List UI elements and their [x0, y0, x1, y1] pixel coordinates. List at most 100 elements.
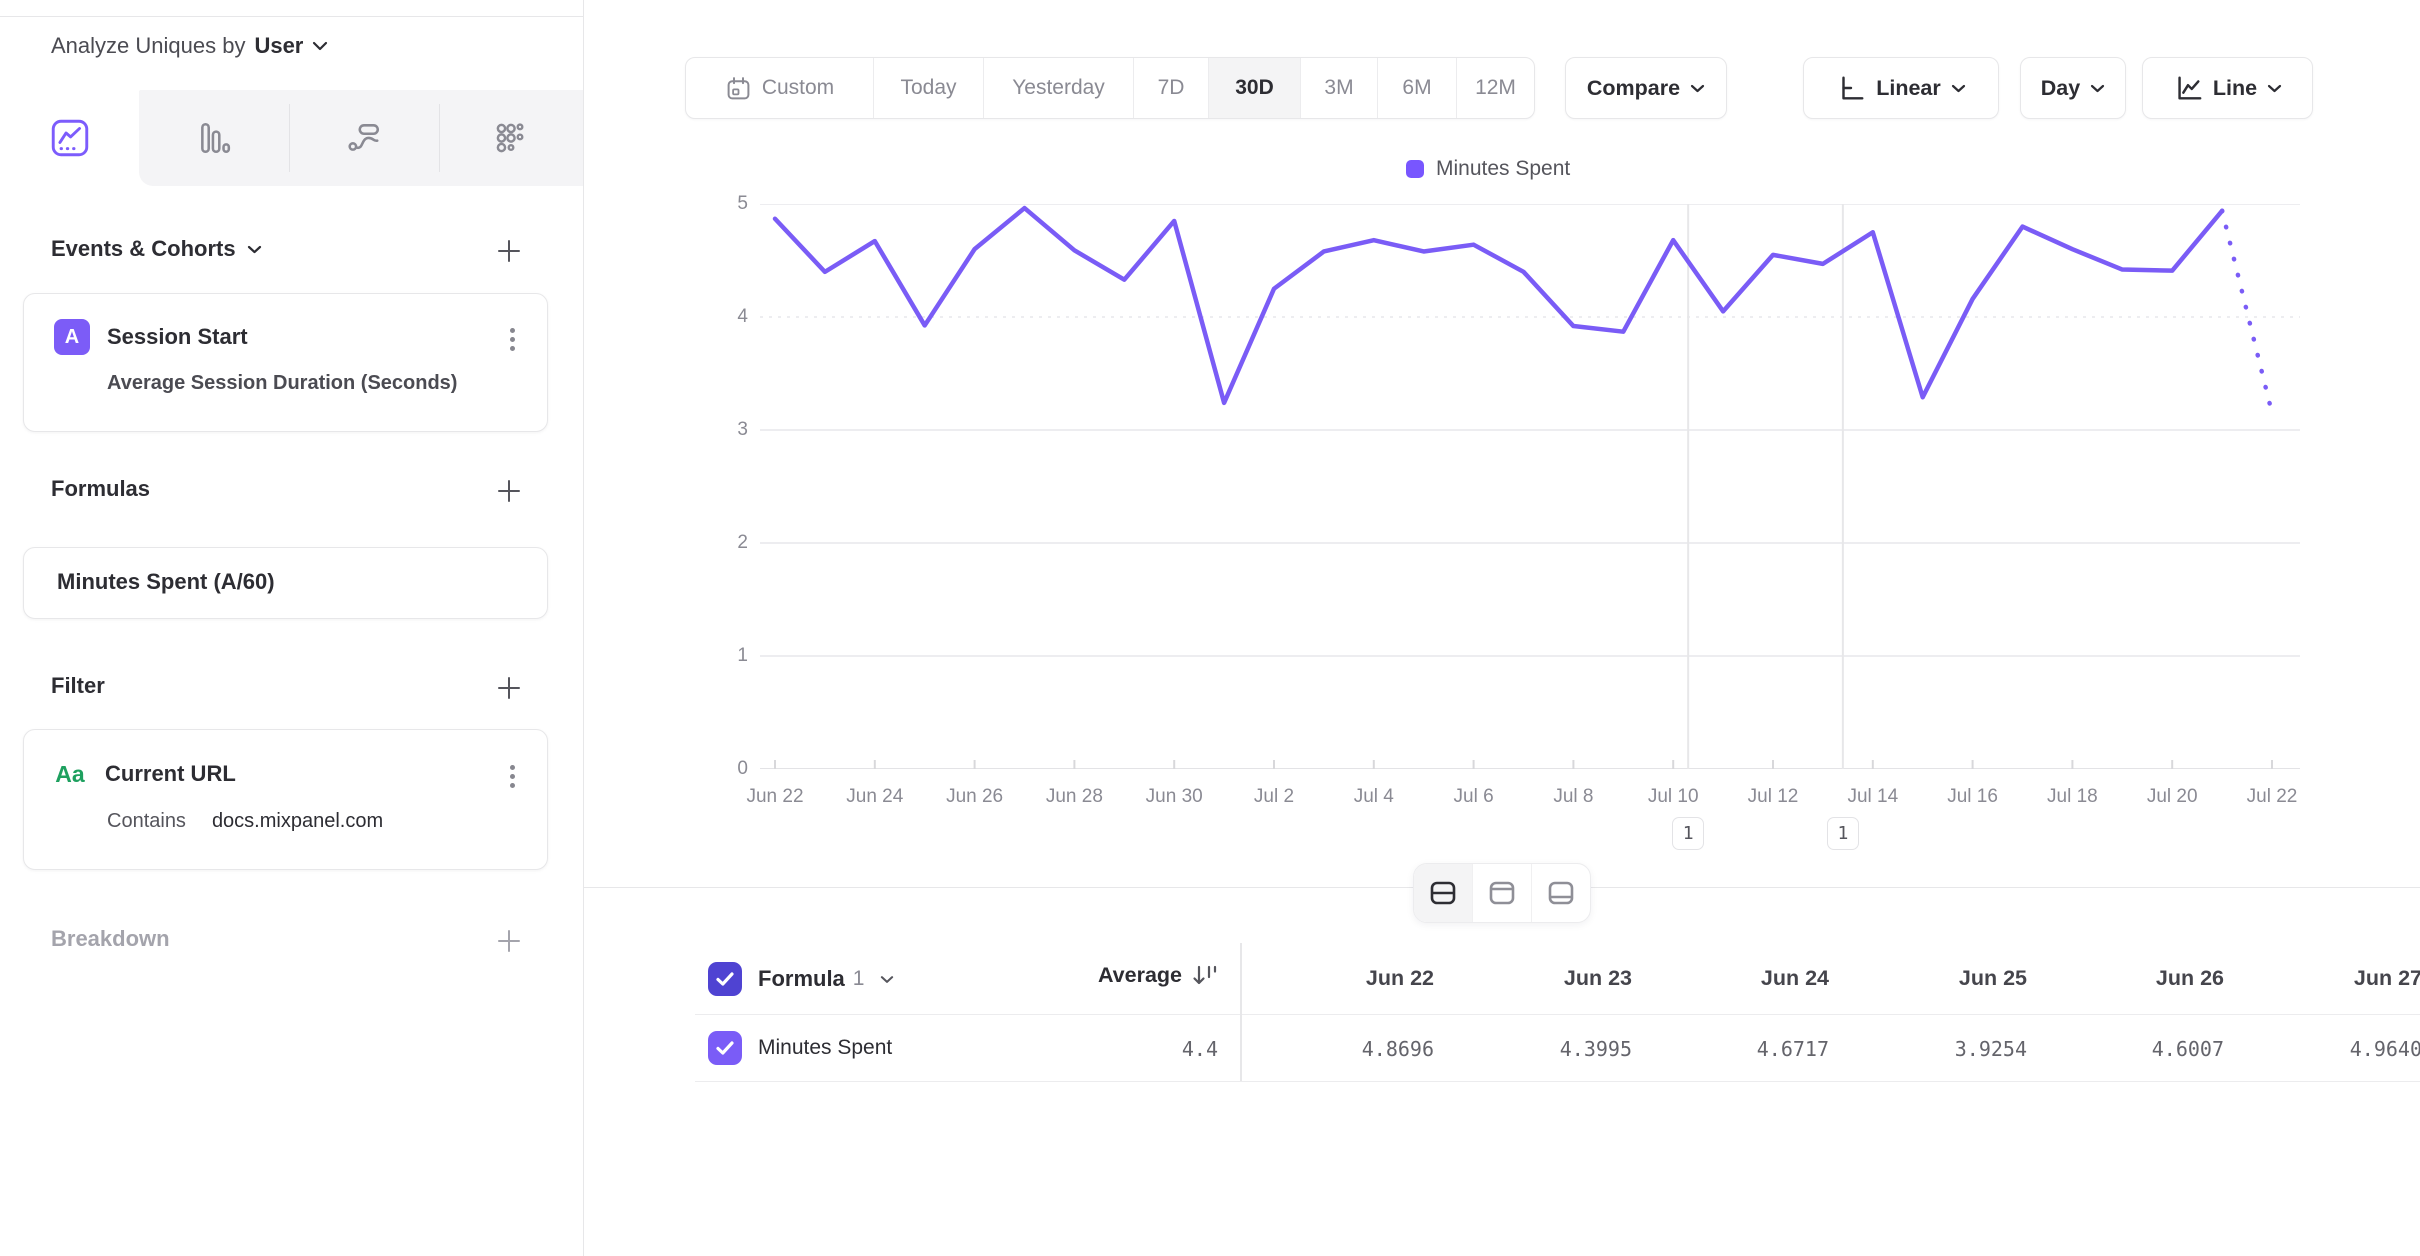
add-event-button[interactable]	[492, 234, 526, 268]
event-options-kebab-icon[interactable]	[506, 324, 519, 355]
table-row: Minutes Spent	[708, 1031, 892, 1065]
annotation-badge[interactable]: 1	[1826, 817, 1859, 850]
tab-separator	[439, 104, 440, 172]
x-axis-label: Jul 14	[1847, 786, 1899, 807]
event-card-session-start[interactable]: A Session Start Average Session Duration…	[23, 293, 548, 432]
tab-separator	[289, 104, 290, 172]
scale-selector-button[interactable]: Linear	[1803, 57, 1999, 119]
formula-group-checkbox[interactable]	[708, 962, 742, 996]
filter-options-kebab-icon[interactable]	[506, 761, 519, 792]
event-title[interactable]: Session Start	[107, 324, 248, 349]
calendar-icon	[727, 76, 750, 99]
range-custom-label: Custom	[761, 76, 835, 99]
average-value: 4.4	[1181, 1037, 1218, 1061]
y-axis-label: 3	[737, 419, 748, 440]
add-formula-button[interactable]	[492, 474, 526, 508]
x-axis-label: Jul 16	[1947, 786, 1998, 807]
x-axis-label: Jul 6	[1453, 786, 1494, 807]
filter-card-current-url[interactable]: Aa Current URL Contains docs.mixpanel.co…	[23, 729, 548, 870]
cell-value: 4.8696	[1361, 1037, 1434, 1061]
range-today[interactable]: Today	[873, 58, 983, 118]
chevron-down-icon[interactable]	[880, 975, 894, 984]
formula-group-label[interactable]: Formula	[758, 966, 845, 991]
analyze-value[interactable]: User	[254, 33, 304, 58]
plus-icon	[498, 930, 520, 952]
tab-flows[interactable]	[289, 90, 439, 186]
chevron-down-icon	[2267, 84, 2282, 92]
range-12m[interactable]: 12M	[1456, 58, 1534, 118]
range-3m[interactable]: 3M	[1300, 58, 1377, 118]
tab-retention[interactable]	[439, 90, 583, 186]
y-axis-label: 2	[737, 532, 748, 553]
date-range-control: Custom Today Yesterday 7D 30D 3M 6M 12M	[685, 57, 1535, 119]
granularity-button[interactable]: Day	[2020, 57, 2126, 119]
y-axis-label: 1	[737, 645, 748, 666]
series-line	[772, 205, 2225, 406]
filter-header: Filter	[51, 673, 105, 699]
column-header[interactable]: Jun 25	[1958, 966, 2027, 990]
bar-chart-icon	[201, 122, 231, 154]
plus-icon	[498, 677, 520, 699]
column-header[interactable]: Jun 22	[1365, 966, 1434, 990]
x-axis-label: Jun 26	[946, 786, 1004, 807]
range-30d-selected[interactable]: 30D	[1208, 58, 1300, 118]
split-view-icon	[1430, 881, 1456, 905]
chart-type-button[interactable]: Line	[2142, 57, 2313, 119]
filter-property[interactable]: Current URL	[105, 761, 236, 786]
range-custom[interactable]: Custom	[686, 58, 873, 118]
range-7d[interactable]: 7D	[1133, 58, 1208, 118]
event-letter-badge: A	[54, 319, 90, 355]
view-table-only-button[interactable]	[1531, 864, 1590, 922]
annotation-badge[interactable]: 1	[1672, 817, 1705, 850]
filter-operator[interactable]: Contains	[107, 810, 186, 832]
check-icon	[716, 1041, 734, 1055]
column-header[interactable]: Jun 27	[2353, 966, 2420, 990]
breakdown-header: Breakdown	[51, 926, 170, 952]
cell-value: 4.3995	[1559, 1037, 1632, 1061]
tab-bar-chart[interactable]	[139, 90, 289, 186]
retention-grid-icon	[496, 123, 524, 153]
chevron-down-icon	[1690, 84, 1705, 92]
formulas-title: Formulas	[51, 476, 151, 501]
series-checkbox[interactable]	[708, 1031, 742, 1065]
analyze-uniques-selector[interactable]: Analyze Uniques by User	[51, 33, 328, 59]
average-column-header[interactable]: Average	[1000, 962, 1218, 989]
sidebar-top-border	[0, 16, 583, 17]
add-breakdown-button[interactable]	[492, 924, 526, 958]
chart-legend[interactable]: Minutes Spent	[1406, 157, 1570, 181]
x-axis-label: Jul 12	[1747, 786, 1799, 807]
tab-insights-selected[interactable]	[0, 90, 139, 186]
formula-expression[interactable]: Minutes Spent (A/60)	[57, 569, 275, 594]
cell-value: 3.9254	[1954, 1037, 2027, 1061]
linear-scale-icon	[1842, 76, 1864, 100]
events-cohorts-title: Events & Cohorts	[51, 236, 236, 261]
column-header[interactable]: Jun 26	[2155, 966, 2224, 990]
column-header[interactable]: Jun 23	[1563, 966, 1632, 990]
x-axis-label: Jul 10	[1647, 786, 1699, 807]
event-aggregation[interactable]: Average Session Duration (Seconds)	[107, 372, 458, 394]
formula-card[interactable]: Minutes Spent (A/60)	[23, 547, 548, 619]
x-axis-label: Jun 24	[846, 786, 904, 807]
compare-button[interactable]: Compare	[1565, 57, 1727, 119]
chevron-down-icon	[2091, 84, 2105, 92]
analyze-prefix-label: Analyze Uniques by	[51, 33, 246, 58]
x-axis-label: Jul 8	[1553, 786, 1594, 807]
filter-value[interactable]: docs.mixpanel.com	[211, 810, 384, 832]
sort-descending-icon[interactable]	[1191, 962, 1218, 989]
check-icon	[716, 972, 734, 986]
range-yesterday[interactable]: Yesterday	[983, 58, 1133, 118]
chevron-down-icon	[1951, 84, 1965, 92]
view-split-button[interactable]	[1414, 864, 1472, 922]
chart-type-tabs	[0, 90, 583, 186]
line-chart[interactable]	[760, 204, 2300, 769]
y-axis-label: 0	[737, 758, 748, 779]
line-chart-icon	[2178, 76, 2202, 100]
add-filter-button[interactable]	[492, 671, 526, 705]
range-6m[interactable]: 6M	[1377, 58, 1456, 118]
series-label[interactable]: Minutes Spent	[758, 1036, 893, 1059]
view-chart-only-button[interactable]	[1472, 864, 1531, 922]
x-axis-label: Jul 4	[1353, 786, 1394, 807]
column-header[interactable]: Jun 24	[1760, 966, 1829, 990]
x-axis-label: Jun 30	[1145, 786, 1203, 807]
events-cohorts-header[interactable]: Events & Cohorts	[51, 236, 262, 262]
